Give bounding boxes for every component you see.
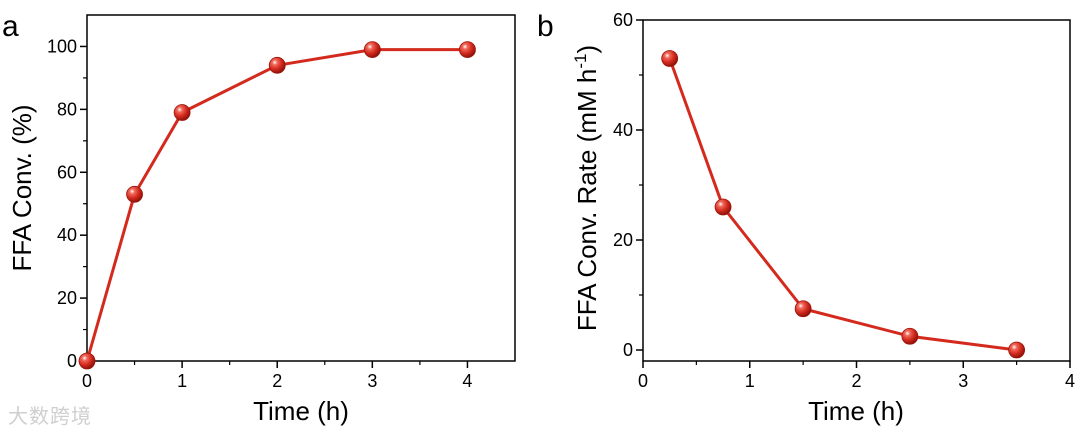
panel-b-y-axis-title: FFA Conv. Rate (mM h-1): [571, 45, 602, 331]
panel-a-data-point: [268, 56, 286, 74]
panel-b-y-axis-title-main: FFA Conv. Rate (mM h: [572, 69, 602, 331]
panel-a-series-line: [85, 48, 468, 362]
panel-b-x-tick-label: 1: [745, 371, 755, 391]
panel-a-x-tick-label: 0: [82, 371, 92, 391]
panel-b-x-tick-label: 3: [958, 371, 968, 391]
panel-a-x-axis-title: Time (h): [253, 396, 349, 426]
panel-b-data-point: [901, 327, 919, 345]
panel-a-data-point: [126, 185, 143, 203]
panel-a-y-tick-label: 100: [47, 36, 77, 56]
panel-b-data-point: [661, 50, 679, 67]
panel-b-data-point: [794, 300, 812, 318]
panel-a-label: a: [2, 10, 19, 43]
panel-b-y-tick-label: 60: [613, 10, 633, 30]
panel-b-x-tick-label: 2: [851, 371, 861, 391]
panel-b-x-tick-label: 0: [638, 371, 648, 391]
panel-a-y-tick-label: 40: [57, 225, 77, 245]
panel-a-y-tick-label: 60: [57, 162, 77, 182]
panel-a-y-tick-label: 0: [67, 351, 77, 371]
panel-b-x-axis-title: Time (h): [808, 396, 904, 426]
panel-b-label: b: [537, 10, 554, 43]
panel-b-y-tick-label: 20: [613, 230, 633, 250]
panel-b-plot-frame: [642, 19, 1071, 362]
panel-a-data-point: [173, 104, 191, 121]
panel-a-x-tick-label: 2: [272, 371, 282, 391]
panel-b-x-tick-label: 4: [1065, 371, 1075, 391]
watermark: 大数跨境: [8, 404, 92, 428]
panel-b-y-tick-label: 0: [623, 340, 633, 360]
panel-a-x-tick-label: 4: [462, 371, 472, 391]
panel-b-data-point: [1008, 341, 1026, 359]
panel-a-x-tick-label: 1: [177, 371, 187, 391]
panel-a-data-point: [363, 41, 381, 58]
panel-a-y-axis-title: FFA Conv. (%): [7, 104, 37, 271]
panel-a-x-tick-label: 3: [367, 371, 377, 391]
panel-a-y-tick-label: 80: [57, 99, 77, 119]
panel-a-data-point: [459, 41, 476, 58]
panel-b-data-point: [714, 198, 732, 216]
panel-b-y-axis-title-end: ): [572, 45, 602, 54]
panel-a-y-tick-label: 20: [57, 288, 77, 308]
panel-a-plot-frame: [86, 14, 516, 362]
panel-b-y-tick-label: 40: [613, 120, 633, 140]
panel-b-y-axis-title-superscript: -1: [571, 54, 590, 69]
panel-a-data-point: [78, 352, 96, 370]
